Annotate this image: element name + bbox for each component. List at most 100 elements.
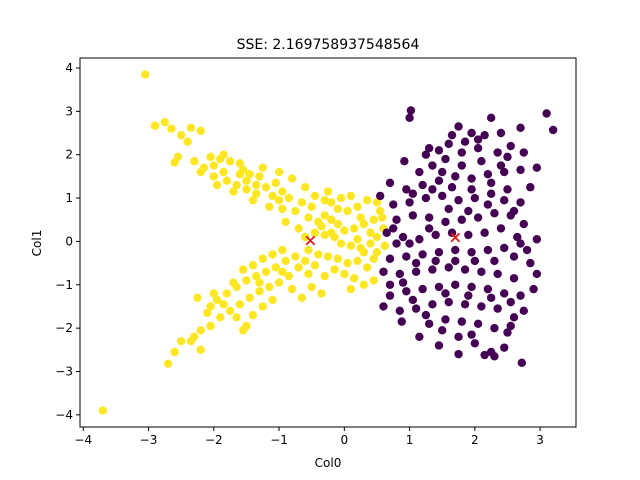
data-point-cluster-0 [522, 245, 532, 255]
data-point-cluster-0 [490, 209, 499, 218]
data-point-cluster-0 [486, 293, 496, 302]
data-point-cluster-1 [366, 228, 375, 237]
data-point-cluster-0 [405, 239, 414, 248]
data-point-cluster-1 [255, 278, 264, 287]
data-point-cluster-1 [356, 213, 365, 222]
data-point-cluster-1 [222, 289, 232, 298]
data-point-cluster-1 [323, 187, 333, 196]
data-point-cluster-1 [320, 211, 329, 220]
data-point-cluster-0 [444, 204, 453, 214]
data-point-cluster-1 [310, 228, 320, 237]
data-point-cluster-0 [428, 185, 437, 194]
data-point-cluster-0 [451, 172, 460, 181]
data-point-cluster-1 [353, 256, 362, 266]
data-point-cluster-1 [291, 206, 300, 216]
data-point-cluster-1 [327, 198, 336, 207]
data-point-cluster-1 [196, 345, 205, 355]
y-axis: −4 −3 −2 −1 0 1 2 3 4 [55, 61, 80, 422]
data-point-cluster-0 [506, 321, 515, 331]
data-point-cluster-0 [424, 224, 434, 233]
data-point-cluster-0 [516, 239, 525, 248]
data-point-cluster-0 [379, 267, 388, 276]
data-point-cluster-0 [424, 319, 434, 328]
data-point-cluster-1 [369, 276, 378, 285]
data-point-cluster-1 [229, 187, 238, 196]
y-tick-label: 3 [65, 104, 73, 118]
data-point-cluster-1 [176, 130, 186, 140]
data-point-cluster-0 [411, 304, 421, 313]
data-point-cluster-0 [473, 319, 483, 328]
data-point-cluster-1 [377, 213, 387, 222]
data-point-cluster-1 [343, 258, 352, 268]
data-point-cluster-0 [500, 343, 509, 352]
data-point-cluster-1 [278, 245, 287, 255]
data-point-cluster-0 [532, 163, 542, 172]
data-point-cluster-0 [506, 297, 515, 307]
y-tick-label: −1 [55, 278, 73, 292]
data-point-cluster-0 [444, 139, 453, 149]
data-point-cluster-0 [411, 267, 421, 276]
data-point-cluster-1 [274, 196, 284, 205]
data-point-cluster-0 [519, 306, 528, 315]
centroid-stroke [305, 235, 316, 246]
data-point-cluster-1 [255, 172, 264, 181]
data-point-cluster-1 [287, 174, 297, 183]
data-point-cluster-1 [369, 215, 378, 224]
data-point-cluster-0 [529, 284, 538, 294]
data-point-cluster-0 [408, 295, 418, 305]
data-point-cluster-1 [297, 198, 307, 207]
data-point-cluster-1 [307, 282, 316, 292]
data-point-cluster-0 [451, 280, 460, 289]
data-point-cluster-0 [454, 122, 463, 131]
data-point-cluster-1 [219, 300, 228, 309]
data-point-cluster-1 [98, 406, 108, 415]
data-point-cluster-0 [480, 130, 489, 140]
data-point-cluster-0 [526, 258, 535, 268]
data-point-cluster-1 [193, 293, 202, 302]
data-point-cluster-1 [307, 202, 316, 211]
data-point-cluster-0 [398, 232, 408, 242]
data-point-cluster-0 [434, 248, 444, 257]
data-point-cluster-0 [496, 224, 506, 233]
data-point-cluster-1 [366, 239, 375, 248]
data-point-cluster-0 [428, 265, 437, 274]
data-point-cluster-1 [362, 196, 372, 205]
data-point-cluster-0 [389, 224, 398, 233]
data-point-cluster-1 [252, 271, 261, 281]
data-point-cluster-0 [411, 258, 421, 268]
y-tick-label: −4 [55, 408, 73, 422]
data-point-cluster-1 [359, 280, 369, 289]
data-point-cluster-1 [284, 193, 294, 203]
data-point-cluster-1 [268, 295, 277, 305]
data-point-cluster-1 [242, 185, 251, 194]
data-point-cluster-1 [336, 239, 346, 248]
data-point-cluster-1 [203, 308, 212, 318]
data-point-cluster-0 [480, 228, 489, 237]
data-point-cluster-1 [376, 206, 385, 216]
data-point-cluster-1 [346, 284, 356, 294]
data-point-cluster-0 [397, 317, 406, 326]
data-point-cluster-0 [470, 256, 480, 266]
data-point-cluster-1 [235, 300, 245, 309]
data-point-cluster-0 [405, 198, 414, 207]
data-point-cluster-1 [300, 183, 310, 192]
data-point-cluster-0 [467, 128, 476, 138]
data-point-cluster-0 [447, 228, 457, 237]
data-point-cluster-0 [431, 230, 440, 240]
data-point-cluster-1 [209, 161, 218, 170]
data-point-cluster-1 [369, 254, 378, 263]
data-point-cluster-0 [395, 269, 404, 279]
data-point-cluster-1 [314, 250, 323, 259]
data-point-cluster-1 [359, 248, 369, 257]
data-point-cluster-0 [477, 267, 486, 276]
data-point-cluster-1 [349, 224, 359, 233]
data-point-cluster-0 [460, 265, 470, 274]
data-point-cluster-0 [483, 170, 493, 179]
data-point-cluster-0 [408, 189, 418, 198]
data-point-cluster-1 [310, 261, 320, 270]
data-point-cluster-1 [336, 193, 346, 203]
data-point-cluster-1 [265, 202, 274, 211]
data-point-cluster-0 [460, 300, 470, 309]
data-point-cluster-0 [483, 200, 493, 209]
data-point-cluster-1 [333, 204, 342, 214]
